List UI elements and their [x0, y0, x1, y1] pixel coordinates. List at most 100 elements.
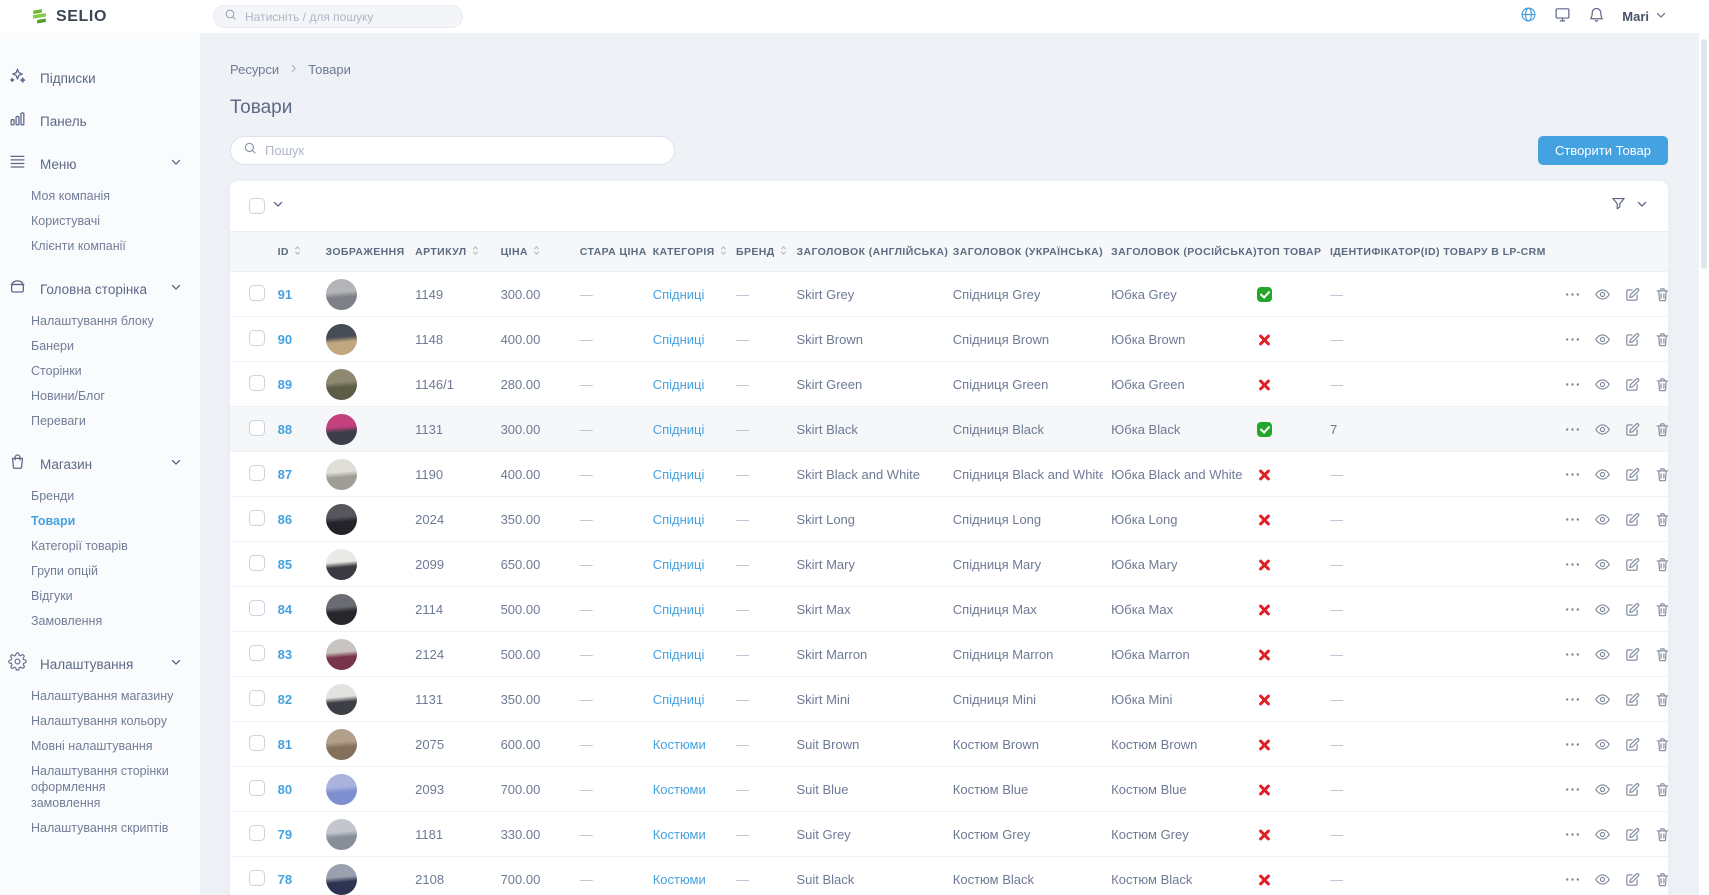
sidebar-subitem[interactable]: Налаштування магазину [31, 688, 174, 703]
user-menu[interactable]: Mari [1622, 8, 1667, 26]
select-all-checkbox[interactable] [249, 198, 265, 214]
delete-button[interactable] [1654, 510, 1668, 527]
create-product-button[interactable]: Створити Товар [1537, 135, 1668, 165]
edit-button[interactable] [1624, 780, 1641, 797]
more-actions-button[interactable] [1564, 600, 1581, 617]
view-button[interactable] [1594, 420, 1611, 437]
products-search[interactable] [230, 135, 675, 165]
edit-button[interactable] [1624, 825, 1641, 842]
scrollbar-thumb[interactable] [1701, 39, 1707, 269]
product-category-link[interactable]: Спідниці [652, 511, 705, 527]
product-image[interactable] [325, 593, 357, 625]
product-image[interactable] [325, 683, 357, 715]
product-category-link[interactable]: Костюми [652, 826, 706, 842]
sort-icon[interactable] [778, 244, 789, 260]
product-image[interactable] [325, 818, 357, 850]
row-checkbox[interactable] [249, 284, 265, 301]
more-actions-button[interactable] [1564, 780, 1581, 797]
product-category-link[interactable]: Спідниці [652, 421, 705, 437]
row-checkbox[interactable] [249, 689, 265, 706]
product-id-link[interactable]: 90 [277, 331, 293, 347]
product-id-link[interactable]: 82 [277, 691, 293, 707]
product-id-link[interactable]: 81 [277, 736, 293, 752]
delete-button[interactable] [1654, 375, 1668, 392]
edit-button[interactable] [1624, 870, 1641, 887]
product-image[interactable] [325, 458, 357, 490]
row-checkbox[interactable] [249, 509, 265, 526]
more-actions-button[interactable] [1564, 465, 1581, 482]
row-checkbox[interactable] [249, 869, 265, 886]
sidebar-item-settings[interactable]: Налаштування [8, 652, 190, 676]
edit-button[interactable] [1624, 690, 1641, 707]
delete-button[interactable] [1654, 825, 1668, 842]
product-id-link[interactable]: 85 [277, 556, 293, 572]
product-id-link[interactable]: 80 [277, 781, 293, 797]
product-id-link[interactable]: 91 [277, 286, 293, 302]
global-search-input[interactable] [245, 9, 452, 24]
edit-button[interactable] [1624, 555, 1641, 572]
row-checkbox[interactable] [249, 644, 265, 661]
sidebar-subitem[interactable]: Категорії товарів [31, 538, 128, 553]
sidebar-subitem[interactable]: Новини/Блог [31, 388, 105, 403]
product-image[interactable] [325, 548, 357, 580]
sidebar-subitem[interactable]: Групи опцій [31, 563, 98, 578]
row-checkbox[interactable] [249, 329, 265, 346]
sidebar-subitem[interactable]: Бренди [31, 488, 75, 503]
more-actions-button[interactable] [1564, 420, 1581, 437]
view-button[interactable] [1594, 510, 1611, 527]
filter-funnel-icon[interactable] [1610, 195, 1627, 217]
brand-logo[interactable]: SELIO [30, 7, 180, 26]
more-actions-button[interactable] [1564, 555, 1581, 572]
view-button[interactable] [1594, 375, 1611, 392]
product-category-link[interactable]: Спідниці [652, 646, 705, 662]
sidebar-item-menu[interactable]: Меню [8, 152, 190, 176]
row-checkbox[interactable] [249, 734, 265, 751]
view-button[interactable] [1594, 690, 1611, 707]
sidebar-subitem[interactable]: Моя компанія [31, 188, 111, 203]
more-actions-button[interactable] [1564, 645, 1581, 662]
products-search-input[interactable] [265, 142, 662, 158]
row-checkbox[interactable] [249, 374, 265, 391]
product-id-link[interactable]: 88 [277, 421, 293, 437]
chevron-down-icon[interactable] [272, 197, 284, 215]
sort-icon[interactable] [718, 244, 729, 260]
product-id-link[interactable]: 83 [277, 646, 293, 662]
sort-icon[interactable] [292, 244, 303, 260]
view-button[interactable] [1594, 735, 1611, 752]
product-id-link[interactable]: 86 [277, 511, 293, 527]
view-button[interactable] [1594, 555, 1611, 572]
scrollbar[interactable] [1699, 33, 1709, 895]
more-actions-button[interactable] [1564, 870, 1581, 887]
more-actions-button[interactable] [1564, 690, 1581, 707]
delete-button[interactable] [1654, 735, 1668, 752]
sidebar-subitem[interactable]: Налаштування скриптів [31, 820, 169, 835]
row-checkbox[interactable] [249, 824, 265, 841]
product-category-link[interactable]: Спідниці [652, 601, 705, 617]
row-checkbox[interactable] [249, 554, 265, 571]
product-image[interactable] [325, 503, 357, 535]
product-category-link[interactable]: Костюми [652, 781, 706, 797]
delete-button[interactable] [1654, 465, 1668, 482]
sidebar-item-shop[interactable]: Магазин [8, 452, 190, 476]
more-actions-button[interactable] [1564, 375, 1581, 392]
view-button[interactable] [1594, 330, 1611, 347]
sidebar-item-home-page[interactable]: Головна сторінка [8, 277, 190, 301]
product-image[interactable] [325, 413, 357, 445]
edit-button[interactable] [1624, 510, 1641, 527]
row-checkbox[interactable] [249, 779, 265, 796]
more-actions-button[interactable] [1564, 735, 1581, 752]
product-category-link[interactable]: Спідниці [652, 331, 705, 347]
product-id-link[interactable]: 87 [277, 466, 293, 482]
sidebar-subitem[interactable]: Сторінки [31, 363, 82, 378]
more-actions-button[interactable] [1564, 330, 1581, 347]
sort-icon[interactable] [531, 244, 542, 260]
view-button[interactable] [1594, 870, 1611, 887]
view-button[interactable] [1594, 465, 1611, 482]
delete-button[interactable] [1654, 600, 1668, 617]
product-id-link[interactable]: 78 [277, 871, 293, 887]
monitor-icon[interactable] [1554, 6, 1571, 28]
edit-button[interactable] [1624, 330, 1641, 347]
sidebar-subitem[interactable]: Налаштування блоку [31, 313, 154, 328]
product-image[interactable] [325, 278, 357, 310]
sidebar-subitem[interactable]: Мовні налаштування [31, 738, 153, 753]
